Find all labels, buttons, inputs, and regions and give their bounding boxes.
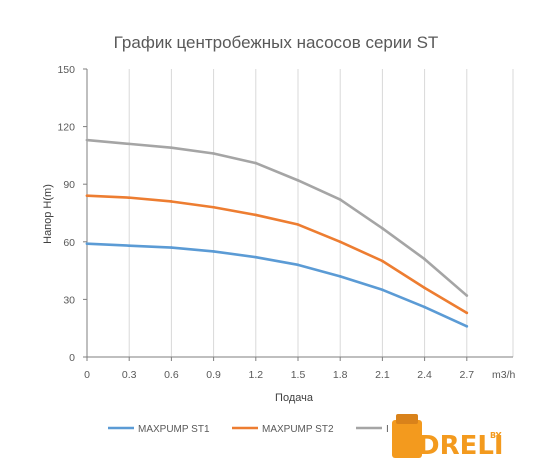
series-line-3: [85, 138, 469, 297]
data-point: [254, 255, 258, 259]
y-tick-label: 120: [57, 122, 75, 134]
data-point: [423, 305, 426, 309]
data-point: [465, 324, 469, 328]
x-tick-label: 1.5: [291, 369, 306, 381]
data-point: [338, 240, 342, 244]
x-tick-label: 0.3: [122, 369, 137, 381]
y-tick-labels: 0 30 60 90 120 150: [57, 64, 75, 364]
legend-label: MAXPUMP ST1: [138, 424, 210, 435]
data-point: [296, 179, 300, 182]
y-tick-label: 0: [69, 352, 75, 364]
logo-drill-body: [392, 420, 422, 458]
data-point: [296, 263, 300, 267]
legend-label: I: [386, 424, 389, 435]
y-axis-label: Напор H(m): [42, 184, 54, 244]
dreli-logo: DRELI BY: [392, 414, 504, 461]
data-point: [85, 242, 89, 246]
data-point: [254, 161, 258, 165]
data-point: [212, 250, 215, 253]
x-tick-label: 0: [84, 369, 90, 381]
data-point: [381, 259, 384, 263]
data-point: [170, 146, 173, 150]
data-point: [465, 311, 469, 315]
data-point: [465, 294, 469, 297]
logo-by: BY: [490, 431, 502, 440]
data-point: [212, 152, 215, 155]
data-point: [170, 246, 173, 249]
data-point: [85, 194, 89, 198]
series-line-2: [85, 194, 469, 315]
series-line-1: [85, 242, 469, 328]
axes: [83, 68, 513, 361]
data-point: [127, 142, 131, 146]
y-tick-label: 60: [63, 237, 75, 249]
x-tick-labels: 0 0.3 0.6 0.9 1.2 1.5 1.8 2.1 2.4 2.7: [84, 369, 474, 381]
y-tick-label: 90: [63, 179, 75, 191]
x-tick-label: 1.2: [248, 369, 263, 381]
grid: [128, 69, 514, 357]
x-tick-label: 2.7: [459, 369, 474, 381]
x-tick-label: 0.9: [206, 369, 221, 381]
data-point: [212, 205, 215, 209]
data-point: [296, 223, 300, 226]
chart-title: График центробежных насосов серии ST: [114, 33, 439, 52]
x-axis-label: Подача: [275, 392, 314, 404]
data-point: [423, 257, 426, 261]
data-point: [254, 213, 258, 217]
x-tick-label: 2.4: [417, 369, 432, 381]
logo-drill-head: [396, 414, 418, 424]
data-point: [423, 286, 426, 290]
data-point: [127, 244, 131, 247]
data-point: [85, 138, 89, 142]
x-tick-label: 1.8: [333, 369, 348, 381]
y-tick-label: 150: [57, 64, 75, 76]
logo-wordmark: DRELI: [418, 431, 504, 461]
x-tick-label: 2.1: [375, 369, 390, 381]
data-point: [338, 198, 342, 201]
series-lines: [85, 138, 469, 328]
legend-label: MAXPUMP ST2: [262, 424, 334, 435]
data-point: [381, 288, 384, 292]
x-axis-unit: m3/h: [492, 369, 516, 381]
y-tick-label: 30: [63, 294, 75, 306]
data-point: [338, 275, 342, 278]
data-point: [127, 196, 131, 199]
x-tick-label: 0.6: [164, 369, 179, 381]
legend: MAXPUMP ST1 MAXPUMP ST2 I: [108, 424, 389, 435]
data-point: [381, 227, 384, 230]
data-point: [170, 200, 173, 203]
